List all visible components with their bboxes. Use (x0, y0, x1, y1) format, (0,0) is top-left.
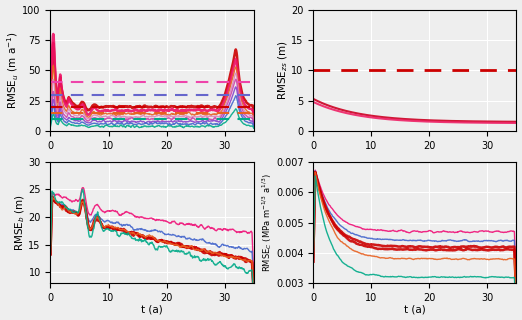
X-axis label: t (a): t (a) (141, 304, 163, 315)
Y-axis label: RMSE$_u$ (m a$^{-1}$): RMSE$_u$ (m a$^{-1}$) (6, 31, 21, 109)
X-axis label: t (a): t (a) (404, 304, 426, 315)
Y-axis label: RMSE$_{zs}$ (m): RMSE$_{zs}$ (m) (276, 40, 290, 100)
Y-axis label: RMSE$_C$ (MPa m$^{-1/3}$ a$^{1/3}$): RMSE$_C$ (MPa m$^{-1/3}$ a$^{1/3}$) (260, 173, 275, 272)
Y-axis label: RMSE$_b$ (m): RMSE$_b$ (m) (13, 194, 27, 251)
